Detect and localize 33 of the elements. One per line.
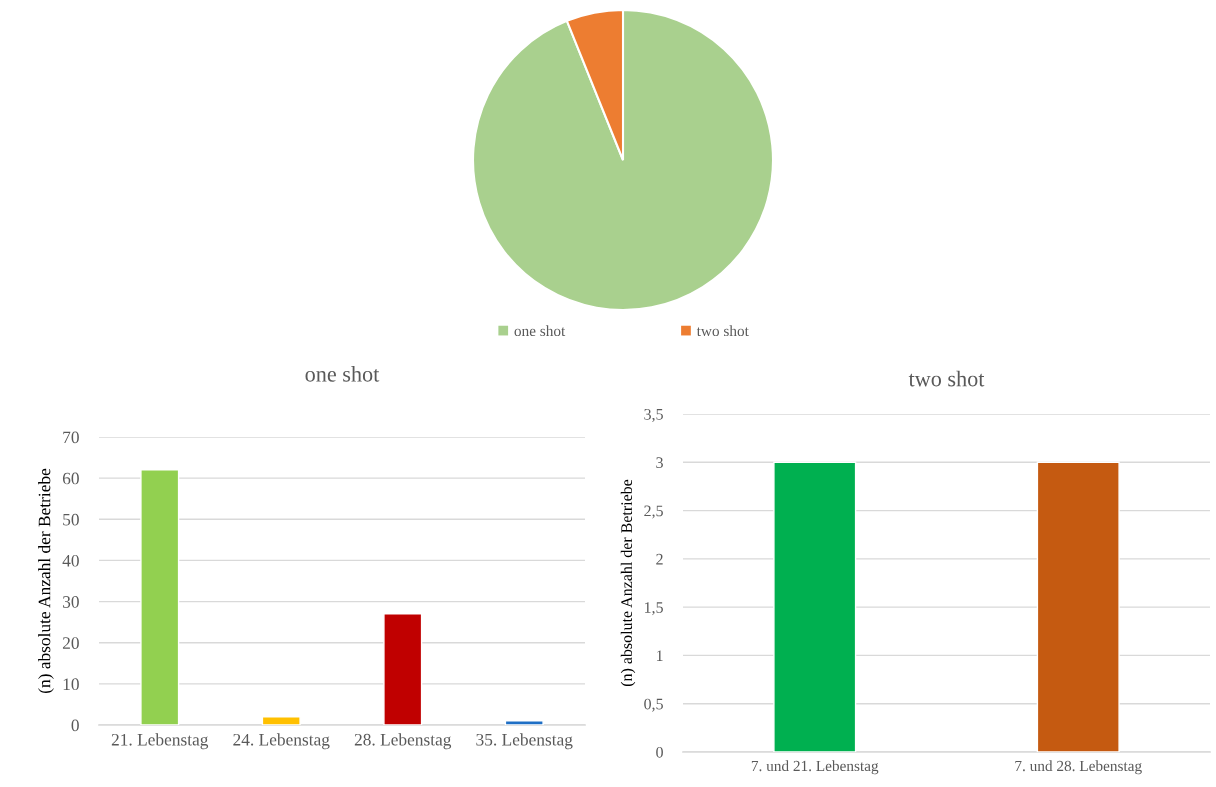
y-tick-label: 70: [63, 431, 79, 444]
y-tick-label: 50: [63, 513, 79, 526]
y-tick-label: 40: [62, 554, 79, 567]
legend-label: one shot: [514, 325, 566, 337]
chart-title: two shot: [908, 370, 985, 387]
x-tick-label: 21. Lebenstag: [111, 733, 209, 750]
x-tick-label: 7. und 21. Lebenstag: [751, 760, 879, 775]
x-tick-label: 35. Lebenstag: [476, 733, 573, 750]
y-tick-label: 60: [62, 472, 79, 485]
bar: [140, 469, 180, 725]
legend-label: two shot: [696, 325, 749, 337]
y-tick-label: 20: [62, 637, 79, 649]
x-tick-label: 24. Lebenstag: [233, 733, 330, 750]
x-tick-label: 7. und 28. Lebenstag: [1015, 760, 1142, 775]
y-tick-label: 1: [656, 650, 663, 661]
y-tick-label: 0: [656, 746, 663, 758]
x-tick-label: 28. Lebenstag: [354, 733, 452, 750]
y-tick-label: 1,5: [645, 602, 663, 616]
bar: [383, 613, 423, 725]
y-tick-label: 3,5: [644, 408, 663, 422]
bar: [261, 716, 301, 725]
y-axis-title: (n) absolute Anzahl der Betriebe: [38, 468, 54, 694]
y-axis-title: (n) absolute Anzahl der Betriebe: [620, 479, 636, 687]
y-tick-label: 0: [71, 719, 79, 732]
pie-slice: [471, 8, 775, 312]
y-tick-label: 2,5: [644, 505, 663, 519]
y-tick-label: 10: [63, 678, 79, 691]
y-tick-label: 2: [656, 553, 663, 565]
y-tick-label: 3: [656, 457, 663, 468]
bar: [504, 720, 544, 725]
y-tick-label: 30: [63, 596, 79, 608]
chart-title: one shot: [305, 366, 380, 382]
y-tick-label: 0,5: [644, 698, 663, 712]
